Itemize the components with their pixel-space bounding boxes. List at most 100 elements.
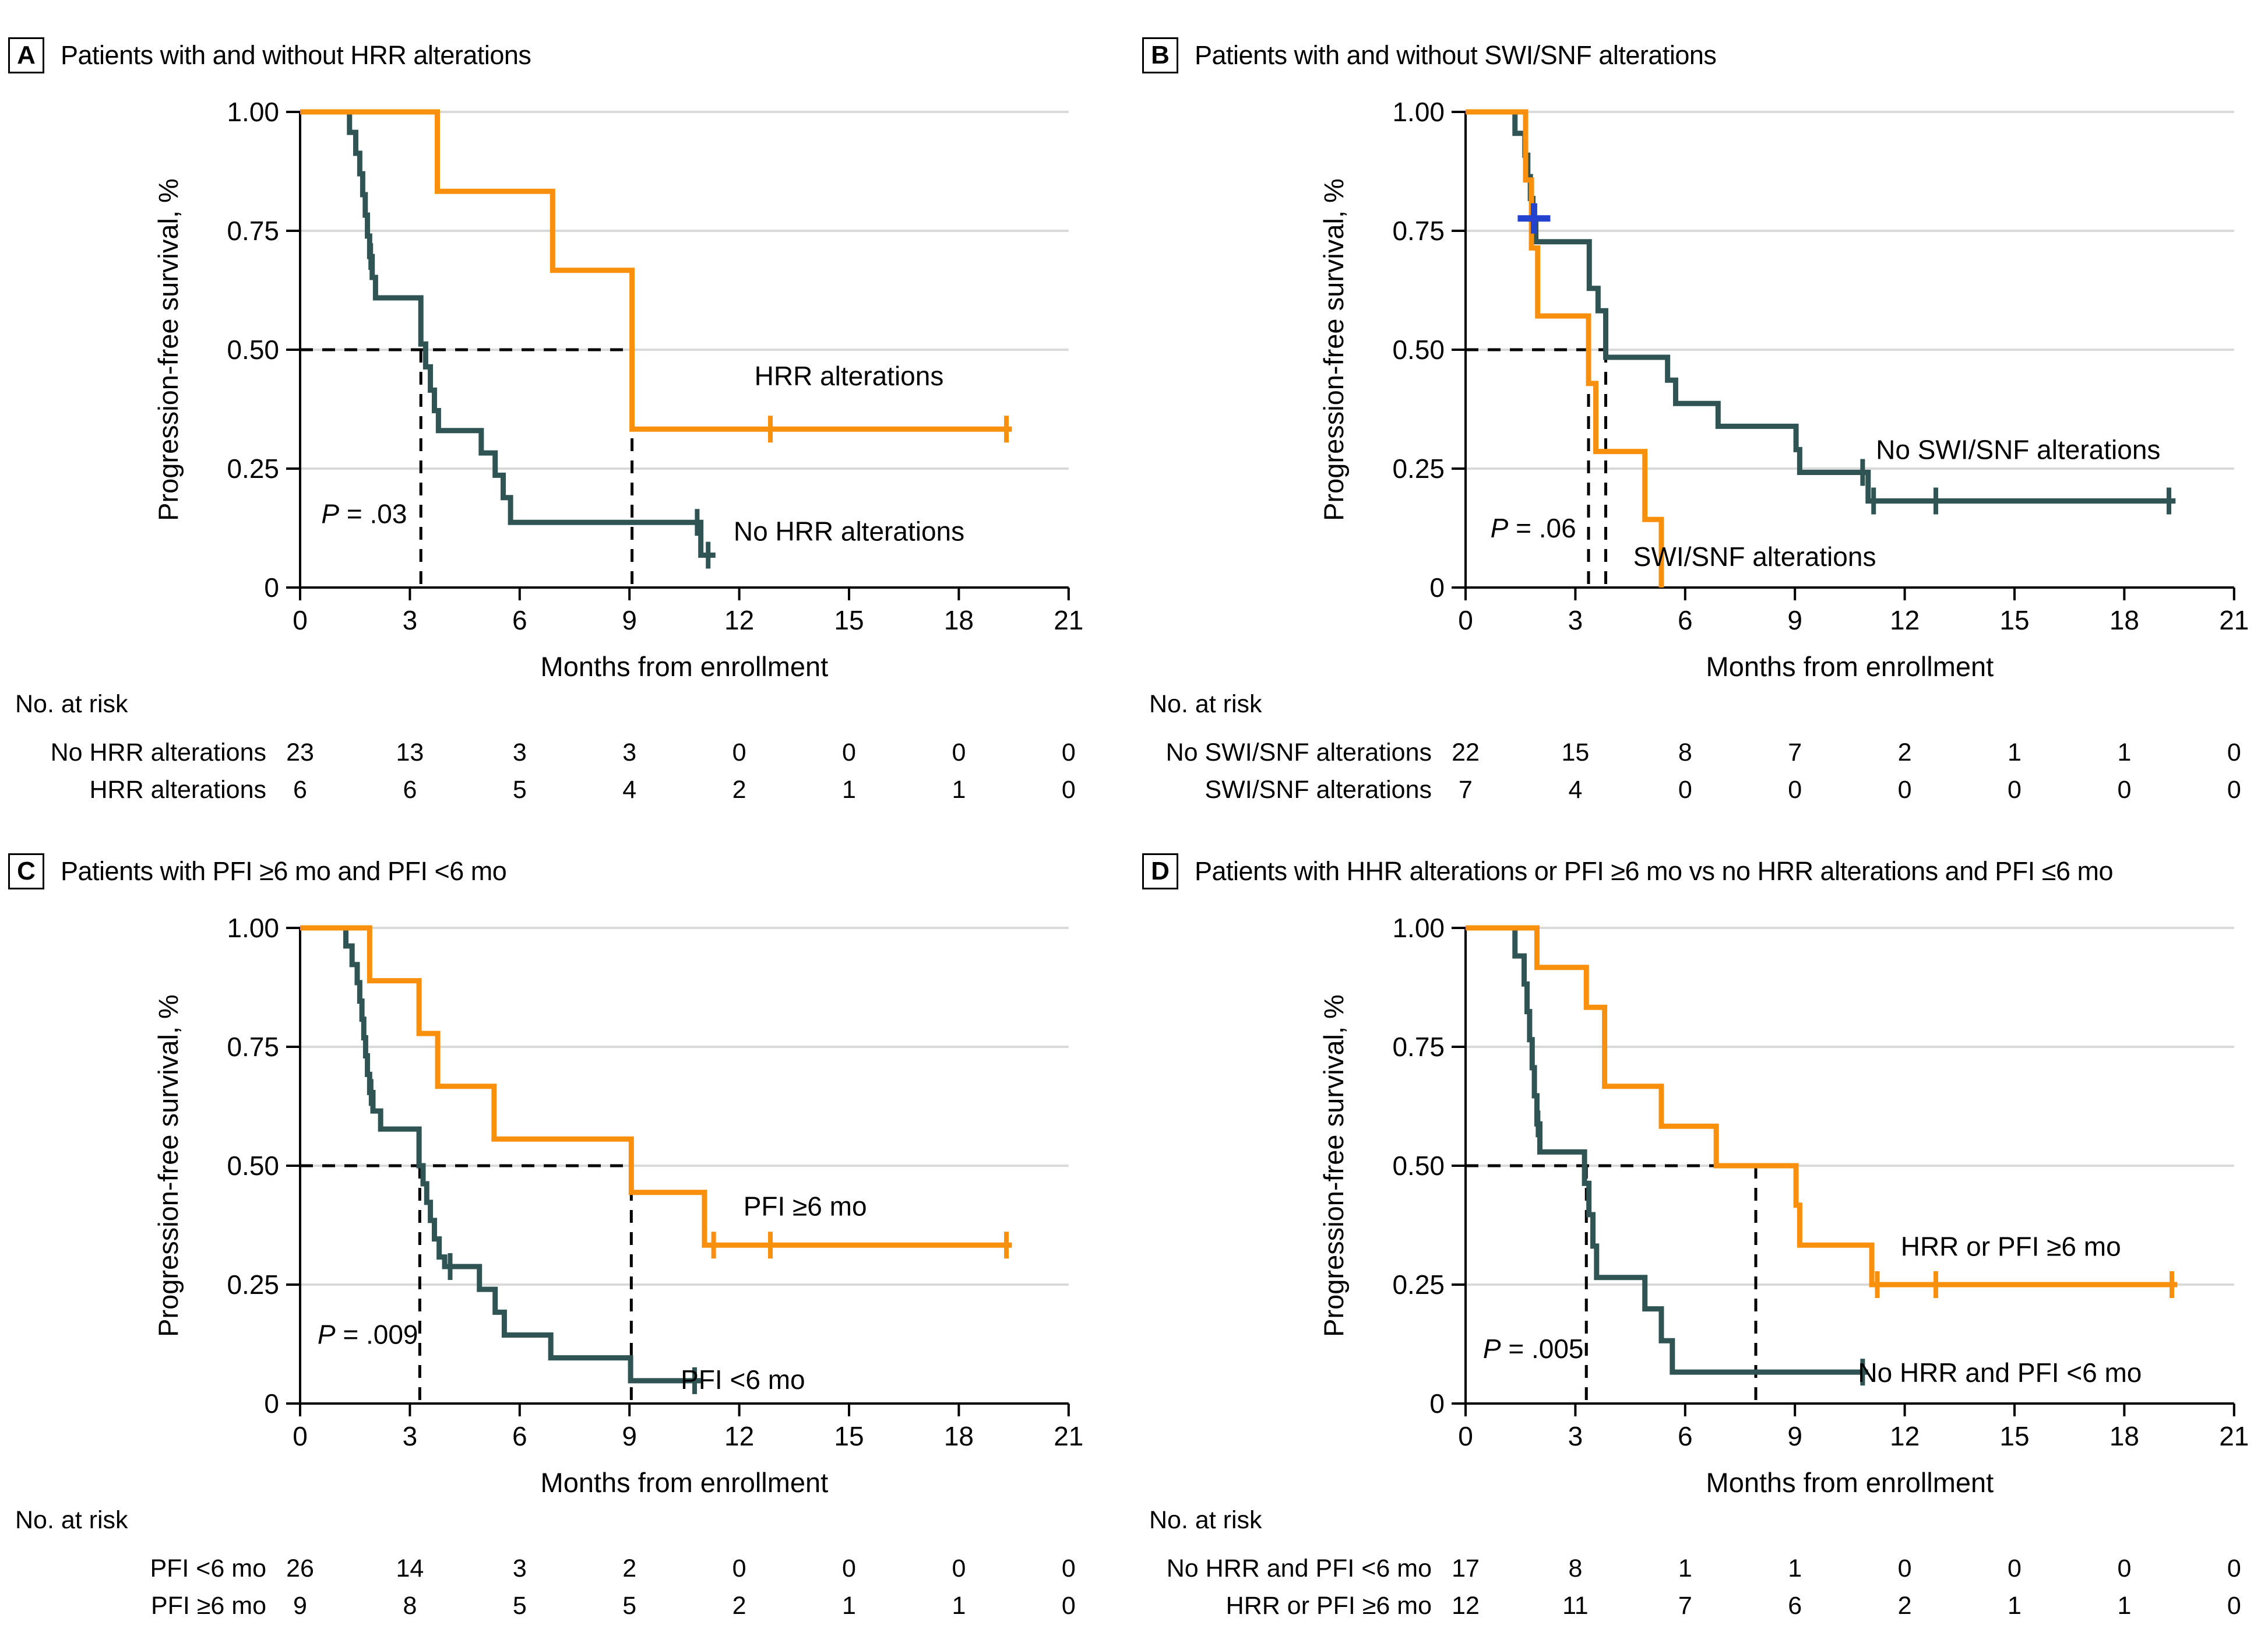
risk-count: 8 (1678, 738, 1692, 766)
km-curve-teal (300, 109, 716, 558)
risk-count: 2 (1898, 1592, 1912, 1620)
curve-label: HRR alterations (755, 361, 944, 391)
x-tick-label: 6 (1678, 1421, 1693, 1451)
panel-c-letter: C (8, 853, 44, 889)
risk-count: 0 (1062, 738, 1076, 766)
p-value: P = .009 (318, 1320, 418, 1350)
risk-count: 0 (2117, 776, 2131, 804)
risk-row-label: PFI <6 mo (150, 1554, 266, 1582)
x-tick-label: 21 (1054, 1421, 1083, 1451)
y-tick-label: 0.50 (1392, 1151, 1445, 1181)
risk-count: 0 (732, 1554, 746, 1582)
risk-count: 2 (732, 776, 746, 804)
x-tick-label: 18 (944, 605, 974, 635)
risk-table-header: No. at risk (1149, 690, 1262, 718)
risk-count: 0 (2008, 776, 2022, 804)
panel-c-title: Patients with PFI ≥6 mo and PFI <6 mo (61, 856, 507, 886)
y-tick-label: 0.75 (1392, 216, 1445, 246)
risk-count: 0 (2008, 1554, 2022, 1582)
risk-count: 4 (1568, 776, 1582, 804)
panel-a: A Patients with and without HRR alterati… (0, 0, 1134, 816)
x-tick-label: 9 (622, 1421, 637, 1451)
risk-count: 1 (2117, 1592, 2131, 1620)
risk-count: 0 (1898, 1554, 1912, 1582)
y-tick-label: 0 (264, 572, 279, 603)
risk-count: 7 (1678, 1592, 1692, 1620)
x-tick-label: 9 (622, 605, 637, 635)
x-tick-label: 12 (724, 1421, 754, 1451)
risk-count: 1 (1788, 1554, 1802, 1582)
risk-count: 23 (286, 738, 314, 766)
risk-count: 2 (732, 1592, 746, 1620)
risk-count: 0 (2227, 738, 2241, 766)
risk-count: 0 (732, 738, 746, 766)
risk-count: 0 (2117, 1554, 2131, 1582)
risk-count: 22 (1452, 738, 1480, 766)
risk-count: 0 (2227, 1554, 2241, 1582)
panel-d: D Patients with HHR alterations or PFI ≥… (1134, 816, 2268, 1632)
risk-count: 1 (2008, 738, 2022, 766)
x-axis-title: Months from enrollment (1706, 651, 1994, 682)
y-tick-label: 1.00 (1392, 913, 1445, 943)
risk-count: 15 (1561, 738, 1589, 766)
y-tick-label: 1.00 (1392, 97, 1445, 127)
risk-count: 7 (1788, 738, 1802, 766)
x-tick-label: 21 (1054, 605, 1083, 635)
x-tick-label: 12 (1890, 605, 1920, 635)
risk-count: 2 (622, 1554, 636, 1582)
curve-label: No HRR alterations (734, 516, 964, 547)
y-tick-label: 0.50 (227, 335, 279, 365)
y-tick-label: 0.50 (1392, 335, 1445, 365)
x-tick-label: 9 (1787, 605, 1802, 635)
y-tick-label: 0 (1429, 1388, 1445, 1419)
panel-d-header: D Patients with HHR alterations or PFI ≥… (1142, 853, 2114, 889)
risk-row-label: No HRR and PFI <6 mo (1167, 1554, 1432, 1582)
y-axis-title: Progression-free survival, % (1318, 994, 1349, 1337)
risk-row-label: HRR or PFI ≥6 mo (1226, 1592, 1432, 1620)
p-value: P = .06 (1491, 513, 1576, 543)
panel-b: B Patients with and without SWI/SNF alte… (1134, 0, 2268, 816)
curve-label: PFI ≥6 mo (744, 1191, 867, 1221)
x-tick-label: 0 (293, 605, 308, 635)
x-tick-label: 21 (2219, 605, 2249, 635)
y-tick-label: 1.00 (227, 97, 279, 127)
risk-count: 11 (1562, 1592, 1589, 1620)
risk-count: 0 (1062, 776, 1076, 804)
curve-label: PFI <6 mo (681, 1364, 805, 1395)
risk-count: 0 (952, 738, 966, 766)
x-tick-label: 12 (1890, 1421, 1920, 1451)
risk-table-header: No. at risk (1149, 1506, 1262, 1534)
x-tick-label: 9 (1787, 1421, 1802, 1451)
risk-count: 1 (1678, 1554, 1692, 1582)
risk-count: 0 (1788, 776, 1802, 804)
risk-count: 2 (1898, 738, 1912, 766)
x-tick-label: 15 (1999, 605, 2029, 635)
risk-count: 4 (622, 776, 636, 804)
risk-table-header: No. at risk (15, 690, 128, 718)
panel-b-letter: B (1142, 37, 1178, 73)
risk-count: 1 (842, 1592, 856, 1620)
panel-b-title: Patients with and without SWI/SNF altera… (1195, 40, 1717, 70)
x-tick-label: 3 (403, 605, 418, 635)
p-value: P = .005 (1483, 1334, 1584, 1364)
risk-count: 0 (2227, 1592, 2241, 1620)
km-curve-orange (1466, 109, 1664, 588)
km-curve-orange (300, 925, 1012, 1248)
risk-count: 0 (842, 1554, 856, 1582)
risk-row-label: SWI/SNF alterations (1205, 776, 1432, 804)
x-tick-label: 0 (1458, 605, 1473, 635)
p-value: P = .03 (321, 499, 407, 529)
risk-count: 5 (513, 1592, 527, 1620)
y-tick-label: 0.75 (1392, 1032, 1445, 1062)
y-tick-label: 1.00 (227, 913, 279, 943)
risk-count: 5 (622, 1592, 636, 1620)
panel-a-title: Patients with and without HRR alteration… (61, 40, 531, 70)
panel-d-title: Patients with HHR alterations or PFI ≥6 … (1195, 856, 2114, 886)
risk-table-header: No. at risk (15, 1506, 128, 1534)
risk-count: 1 (952, 776, 966, 804)
risk-count: 0 (842, 738, 856, 766)
panel-b-header: B Patients with and without SWI/SNF alte… (1142, 37, 1717, 73)
y-tick-label: 0 (1429, 572, 1445, 603)
risk-row-label: PFI ≥6 mo (151, 1592, 266, 1620)
